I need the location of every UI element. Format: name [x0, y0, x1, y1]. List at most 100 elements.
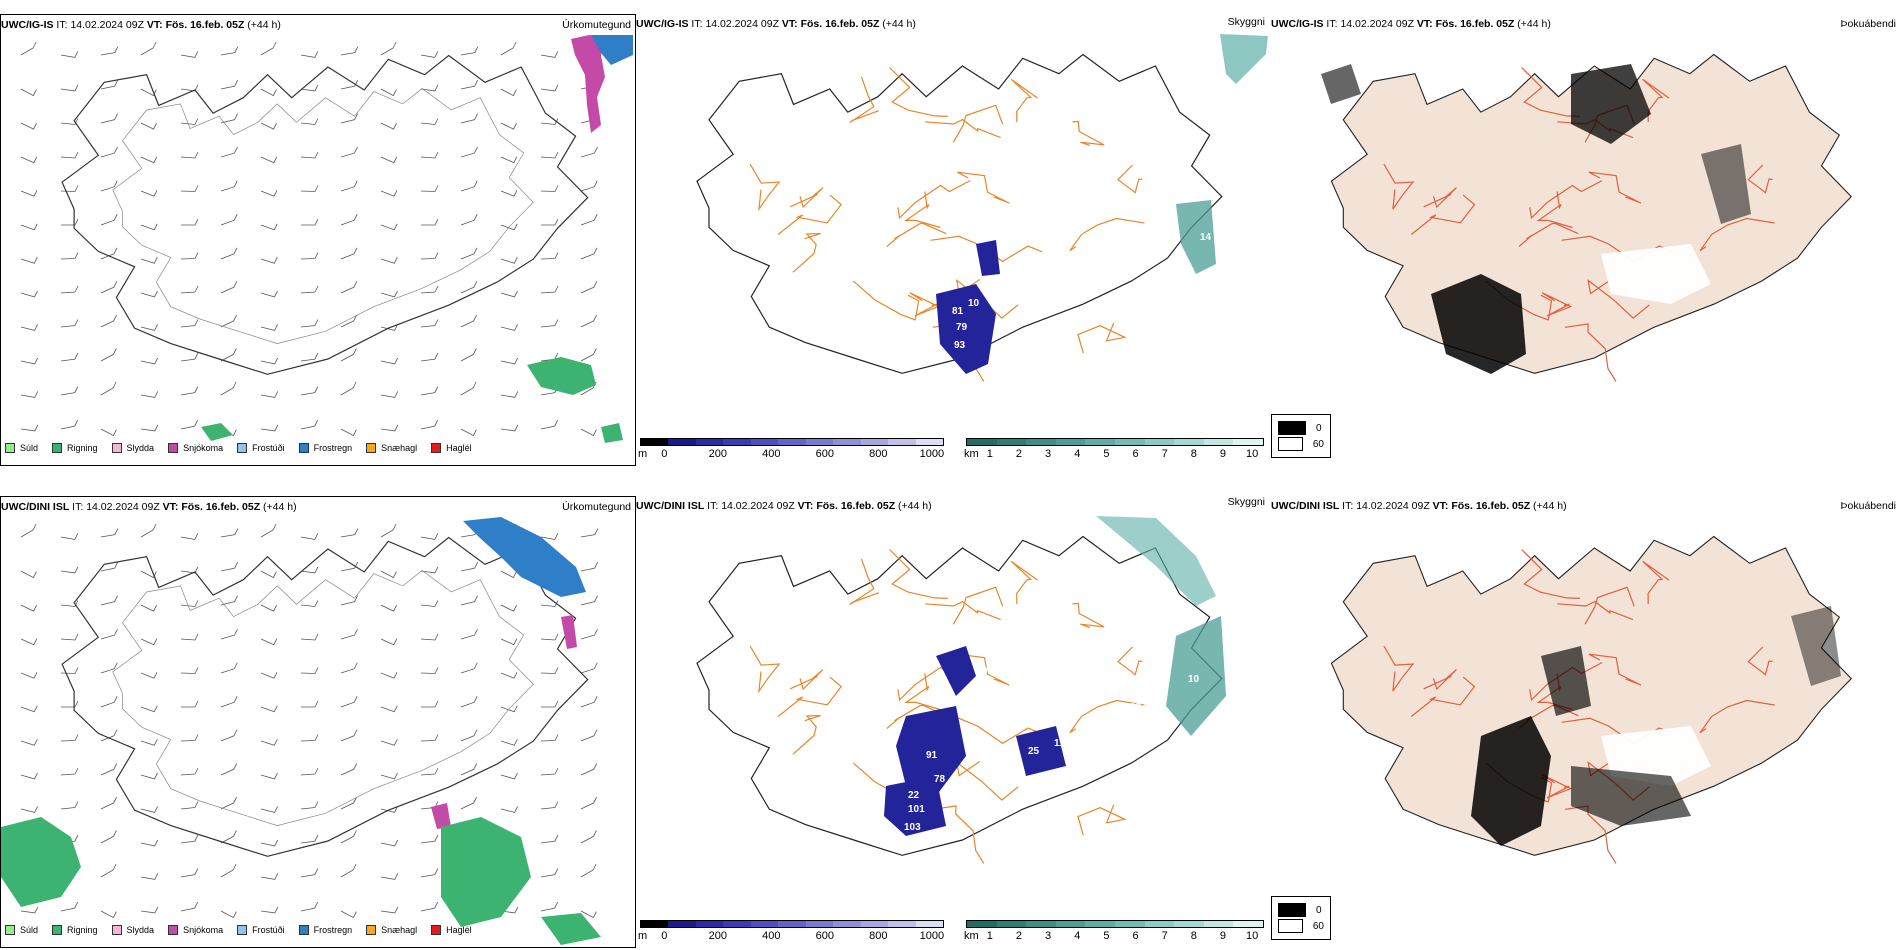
wind-barb [340, 247, 358, 260]
wind-barb [100, 281, 118, 294]
precip-type-panel-top: UWC/IG-IS IT: 14.02.2024 09Z VT: Fös. 16… [0, 14, 636, 466]
legend-label: Rigning [67, 443, 98, 453]
colorbar-cell [1055, 921, 1086, 927]
colorbar-tick: 2 [1015, 930, 1023, 942]
road-line [955, 760, 1019, 801]
legend-swatch [111, 925, 122, 935]
wind-barb [140, 324, 158, 331]
road-line [1518, 222, 1579, 247]
cloud-base-colorbar: 0 200 400 600 800 1000 m [638, 438, 944, 466]
wind-barb [180, 118, 199, 125]
wind-barb [300, 600, 319, 607]
wind-barb [500, 223, 518, 231]
forecast-header: UWC/IG-IS IT: 14.02.2024 09Z VT: Fös. 16… [1, 19, 281, 31]
wind-barb [20, 772, 38, 780]
wind-barb [540, 319, 559, 328]
wind-barb [140, 190, 158, 197]
wind-barb [100, 113, 118, 124]
panel-title: Úrkomutegund [562, 19, 631, 31]
fog-area [1431, 274, 1526, 374]
wind-barb [540, 285, 559, 294]
colorbar-unit: m [638, 930, 648, 942]
wind-barb [580, 348, 597, 362]
colorbar-tick: 9 [1219, 930, 1226, 942]
fog-legend-swatch [1278, 437, 1303, 451]
colorbar-cell [967, 439, 997, 445]
colorbar-cell [1026, 921, 1056, 927]
visibility-colorbar: 1 2 3 4 5 6 7 8 9 10 km [964, 920, 1264, 948]
wind-barb [380, 190, 398, 197]
wind-barb [260, 391, 279, 398]
wind-barb [580, 863, 597, 878]
wind-barb [140, 873, 159, 880]
wind-barb [380, 906, 399, 914]
wind-barb [220, 628, 238, 640]
legend-label: Súld [20, 443, 39, 453]
road-line [849, 558, 880, 606]
wind-barb [380, 290, 398, 298]
panel-title: Skyggni [1227, 16, 1265, 28]
map-label: 25 [1028, 746, 1040, 757]
wind-barb [140, 41, 157, 56]
model-name: UWC/IG-IS [636, 18, 689, 30]
wind-barb [180, 901, 199, 912]
valid-time-label: VT: [1416, 18, 1433, 30]
wind-barb [60, 319, 79, 328]
wind-barb [420, 118, 439, 125]
wind-barb [300, 533, 319, 540]
wind-barb [300, 901, 319, 912]
colorbar-cell [1055, 439, 1086, 445]
wind-barb [540, 734, 559, 742]
road-line [952, 104, 1004, 143]
wind-barb [580, 247, 598, 260]
wind-barb [340, 113, 358, 124]
colorbar-tick: 4 [1074, 930, 1081, 942]
wind-barb [260, 638, 278, 646]
forecast-header: UWC/DINI ISL IT: 14.02.2024 09Z VT: Fös.… [1271, 500, 1567, 512]
rain-area [201, 423, 233, 441]
wind-barb [300, 51, 319, 58]
wind-barb [220, 830, 237, 844]
fog-area [1571, 64, 1651, 144]
wind-barb [220, 281, 238, 294]
wind-barb [420, 533, 439, 540]
wind-barb [540, 118, 559, 125]
wind-barb [100, 595, 118, 606]
wind-barb [300, 185, 319, 192]
wind-barb [260, 772, 278, 780]
wind-barb [260, 122, 277, 130]
road-line [886, 704, 947, 729]
wind-barb [260, 523, 277, 538]
visibility-area [1220, 34, 1268, 84]
wind-barb [300, 419, 319, 430]
wind-barb [181, 700, 199, 708]
legend-item: Súld [5, 443, 38, 453]
wind-barb [180, 319, 199, 328]
wind-barb [260, 604, 277, 612]
wind-barb [20, 391, 39, 398]
road-line [1072, 120, 1105, 147]
wind-barb [540, 667, 559, 674]
legend-swatch [366, 443, 377, 453]
wind-barb [580, 314, 597, 328]
init-time: 14.02.2024 09Z [1356, 500, 1430, 512]
colorbar-cell [668, 439, 696, 445]
wind-barb [100, 314, 117, 328]
legend-item: Haglél [431, 925, 472, 935]
colorbar-tick: 3 [1045, 930, 1052, 942]
road-line [1588, 653, 1642, 686]
colorbar-unit: km [964, 930, 979, 942]
wind-barb [60, 767, 79, 776]
wind-barb [340, 79, 359, 90]
wind-barb [460, 428, 477, 437]
map-label: 91 [926, 750, 938, 761]
wind-barb [100, 910, 117, 919]
wind-barb [260, 223, 278, 231]
rain-area [527, 357, 596, 395]
wind-barb [260, 257, 278, 264]
visibility-map-bottom: 97 25 117 93 91 78 22 101 103 10 [696, 516, 1226, 864]
wind-barb [420, 834, 439, 844]
wind-barb [20, 906, 39, 914]
road-line [1077, 804, 1127, 836]
legend-label: Snjókoma [183, 925, 224, 935]
